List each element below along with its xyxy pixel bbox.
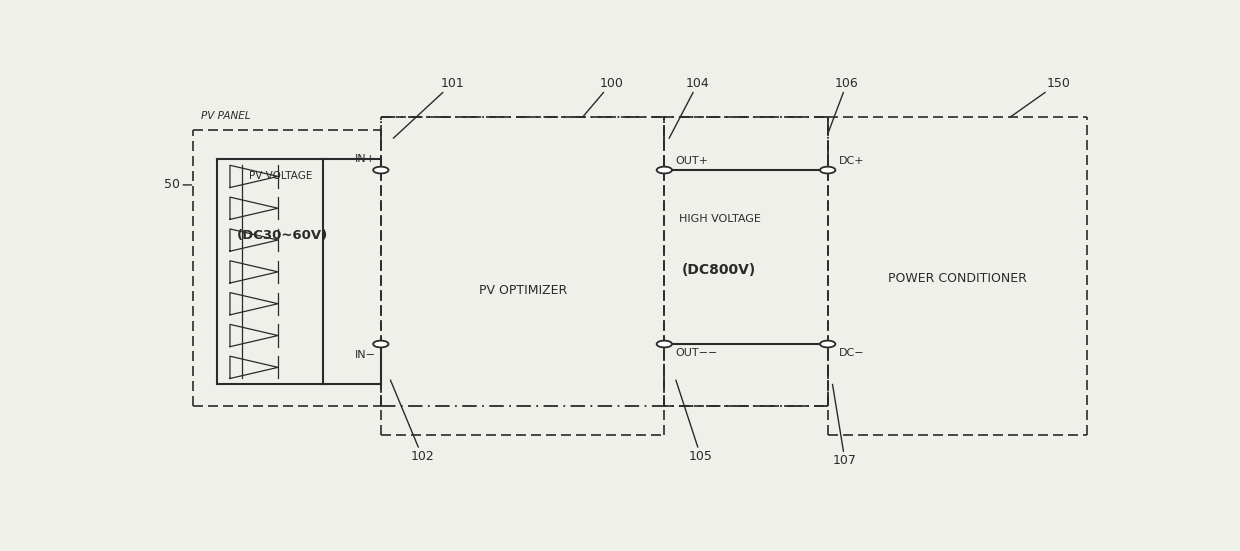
Text: 106: 106	[828, 77, 859, 134]
Text: DC+: DC+	[839, 156, 864, 166]
Circle shape	[657, 341, 672, 348]
Text: (DC800V): (DC800V)	[682, 263, 756, 277]
Text: IN+: IN+	[355, 154, 376, 164]
Circle shape	[820, 166, 836, 174]
Circle shape	[820, 341, 836, 348]
Text: PV VOLTAGE: PV VOLTAGE	[249, 171, 312, 181]
Text: 50: 50	[164, 179, 191, 191]
Circle shape	[373, 166, 388, 174]
Text: PV PANEL: PV PANEL	[201, 111, 250, 121]
Text: OUT+: OUT+	[676, 156, 709, 166]
Text: OUT−−: OUT−−	[676, 348, 718, 358]
Circle shape	[657, 166, 672, 174]
Text: PV OPTIMIZER: PV OPTIMIZER	[479, 284, 567, 298]
Text: 100: 100	[583, 77, 624, 117]
Text: 150: 150	[1011, 77, 1070, 117]
Text: IN−: IN−	[355, 350, 376, 360]
Text: 102: 102	[391, 380, 434, 463]
Text: HIGH VOLTAGE: HIGH VOLTAGE	[678, 214, 760, 224]
Circle shape	[373, 341, 388, 348]
Text: DC−: DC−	[839, 348, 864, 358]
Text: (DC30~60V): (DC30~60V)	[237, 229, 327, 242]
Text: 101: 101	[393, 77, 465, 138]
Text: 107: 107	[832, 385, 857, 467]
Text: 104: 104	[670, 77, 709, 138]
Text: 105: 105	[676, 380, 713, 463]
Text: POWER CONDITIONER: POWER CONDITIONER	[888, 272, 1027, 285]
